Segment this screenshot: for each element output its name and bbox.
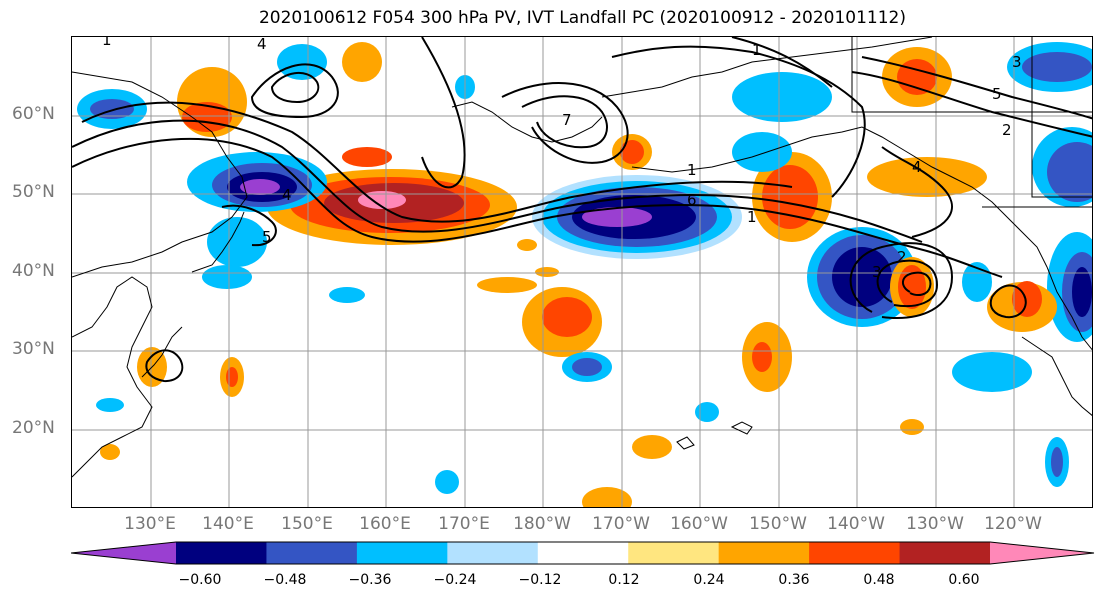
contour-label: 1 bbox=[687, 161, 697, 179]
colorbar-segment bbox=[809, 542, 901, 564]
lat-label: 30°N bbox=[12, 339, 55, 359]
lon-label: 130°W bbox=[906, 514, 964, 534]
colorbar-outline bbox=[71, 541, 1095, 565]
lon-label: 170°E bbox=[438, 514, 490, 534]
contour-label: 4 bbox=[257, 37, 267, 53]
colorbar-tick: 0.60 bbox=[948, 572, 980, 588]
lon-label: 140°W bbox=[827, 514, 885, 534]
colorbar-segment bbox=[628, 542, 720, 564]
lon-label: 150°E bbox=[281, 514, 333, 534]
colorbar-tick: −0.36 bbox=[348, 572, 392, 588]
contour-label: 5 bbox=[262, 228, 272, 246]
colorbar-segment bbox=[356, 542, 448, 564]
contour-label: 4 bbox=[912, 158, 922, 176]
colorbar bbox=[71, 541, 1095, 565]
colorbar-segment bbox=[990, 542, 1094, 564]
contour-label: 4 bbox=[282, 186, 292, 204]
map-canvas: 4 1 1 5 5 4 7 1 6 1 2 3 3 2 4 bbox=[72, 37, 1092, 507]
shaded-anomalies bbox=[77, 42, 1092, 507]
colorbar-tick: −0.24 bbox=[433, 572, 477, 588]
colorbar-tick: 0.36 bbox=[778, 572, 810, 588]
lon-label: 170°W bbox=[592, 514, 650, 534]
lat-label: 40°N bbox=[12, 261, 55, 281]
contour-label: 5 bbox=[992, 85, 1002, 103]
colorbar-segment bbox=[899, 542, 991, 564]
lat-label: 50°N bbox=[12, 182, 55, 202]
pv-contours bbox=[72, 37, 1092, 383]
colorbar-tick: −0.48 bbox=[263, 572, 307, 588]
colorbar-tick: −0.12 bbox=[518, 572, 562, 588]
contour-label: 1 bbox=[747, 208, 757, 226]
contour-label: 6 bbox=[687, 191, 697, 209]
lon-label: 160°E bbox=[359, 514, 411, 534]
map-title: 2020100612 F054 300 hPa PV, IVT Landfall… bbox=[258, 8, 906, 28]
contour-labels: 4 1 1 5 5 4 7 1 6 1 2 3 3 2 4 bbox=[102, 37, 1022, 281]
coastlines bbox=[72, 37, 1092, 478]
colorbar-tick: 0.48 bbox=[863, 572, 895, 588]
lon-label: 140°E bbox=[202, 514, 254, 534]
contour-label: 3 bbox=[1012, 53, 1022, 71]
contour-label: 7 bbox=[562, 111, 572, 129]
lat-label: 20°N bbox=[12, 418, 55, 438]
contour-label: 1 bbox=[102, 37, 112, 49]
colorbar-tick: −0.60 bbox=[178, 572, 222, 588]
lat-label: 60°N bbox=[12, 104, 55, 124]
contour-label: 2 bbox=[897, 248, 907, 266]
lon-label: 120°W bbox=[984, 514, 1042, 534]
colorbar-segment bbox=[718, 542, 810, 564]
contour-label: 3 bbox=[872, 263, 882, 281]
lon-label: 160°W bbox=[670, 514, 728, 534]
colorbar-segment bbox=[266, 542, 358, 564]
colorbar-tick: 0.24 bbox=[693, 572, 725, 588]
colorbar-segment bbox=[71, 542, 176, 564]
lon-label: 150°W bbox=[749, 514, 807, 534]
lon-label: 130°E bbox=[124, 514, 176, 534]
colorbar-segment bbox=[447, 542, 539, 564]
colorbar-segment bbox=[176, 542, 267, 564]
colorbar-tick: 0.12 bbox=[608, 572, 640, 588]
lon-label: 180°W bbox=[513, 514, 571, 534]
contour-label: 1 bbox=[752, 41, 762, 59]
contour-label: 2 bbox=[1002, 121, 1012, 139]
map-panel: 4 1 1 5 5 4 7 1 6 1 2 3 3 2 4 bbox=[71, 36, 1093, 508]
colorbar-segment bbox=[537, 542, 629, 564]
